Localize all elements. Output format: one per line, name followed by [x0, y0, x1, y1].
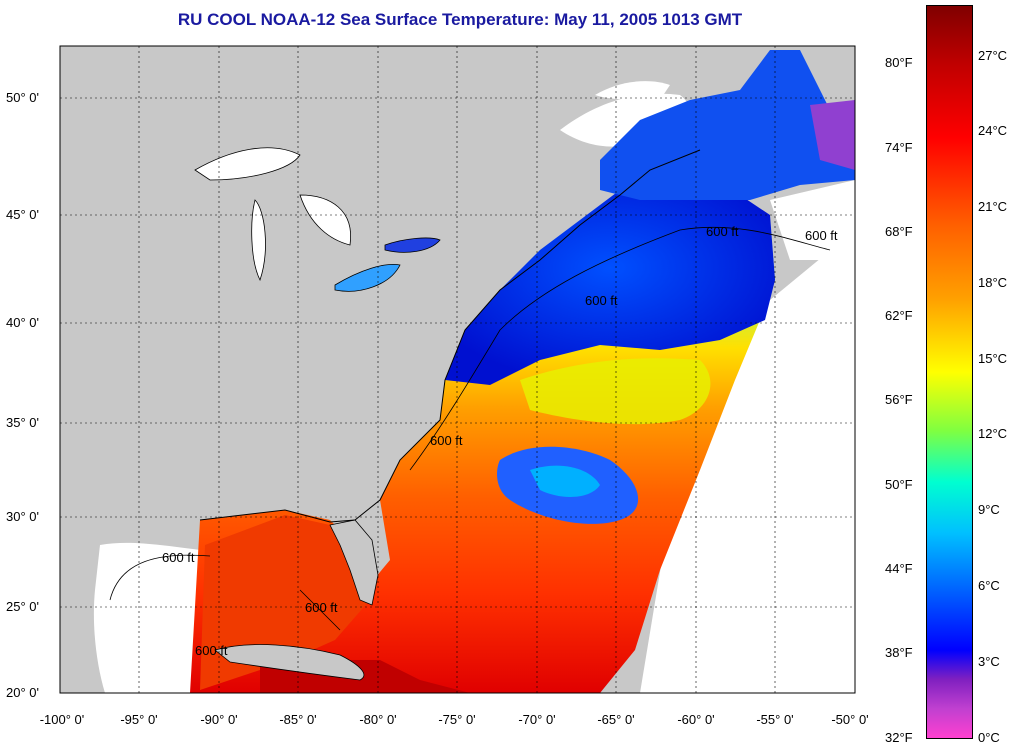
- lake-superior: [194, 147, 301, 181]
- map-frame: [59, 45, 856, 694]
- cuba: [214, 644, 365, 681]
- coastline: [199, 149, 701, 523]
- contour-gulf: [109, 554, 211, 601]
- lon-label: -70° 0': [518, 712, 556, 727]
- map-title: RU COOL NOAA-12 Sea Surface Temperature:…: [177, 10, 743, 29]
- contour-label: 600 ft: [706, 224, 739, 239]
- lon-label: -90° 0': [200, 712, 238, 727]
- contour-label: 600 ft: [430, 433, 463, 448]
- lake-ontario: [384, 237, 441, 253]
- lake-michigan: [251, 199, 266, 282]
- lon-label: -95° 0': [120, 712, 158, 727]
- contour-label: 600 ft: [162, 550, 195, 565]
- lon-label: -65° 0': [597, 712, 635, 727]
- contour-label: 600 ft: [585, 293, 618, 308]
- colorbar-f-label: 50°F: [885, 477, 913, 492]
- atlantic-no-data-2: [770, 180, 855, 260]
- colorbar-c-label: 24°C: [978, 123, 1008, 138]
- colorbar-f-label: 32°F: [885, 730, 913, 745]
- contour-label: 600 ft: [805, 228, 838, 243]
- florida: [329, 519, 379, 606]
- colorbar-f-label: 74°F: [885, 140, 913, 155]
- cold-water-newfoundland: [600, 50, 855, 200]
- lat-label: 30° 0': [6, 509, 39, 524]
- colorbar-f-label: 68°F: [885, 224, 913, 239]
- lon-label: -80° 0': [359, 712, 397, 727]
- contour-label: 600 ft: [305, 600, 338, 615]
- colorbar-c-label: 21°C: [978, 199, 1008, 214]
- colorbar-c-label: 27°C: [978, 48, 1008, 63]
- atlantic-no-data: [640, 230, 855, 693]
- colorbar-f-label: 44°F: [885, 561, 913, 576]
- colorbar-c-label: 12°C: [978, 426, 1008, 441]
- st-lawrence-no-data-2: [595, 81, 670, 100]
- colorbar-c-label: 3°C: [978, 654, 1000, 669]
- lon-label: -100° 0': [39, 712, 85, 727]
- colorbar-c-label: 18°C: [978, 275, 1008, 290]
- lat-label: 35° 0': [6, 415, 39, 430]
- lake-erie: [334, 264, 401, 292]
- colorbar-f-label: 56°F: [885, 392, 913, 407]
- mid-band: [520, 358, 711, 425]
- lon-label: -60° 0': [677, 712, 715, 727]
- colorbar-f-label: 62°F: [885, 308, 913, 323]
- colorbar-c-label: 15°C: [978, 351, 1008, 366]
- temperature-colorbar: [926, 5, 973, 739]
- lat-label: 20° 0': [6, 685, 39, 700]
- contour-florida: [299, 589, 341, 631]
- lat-label: 50° 0': [6, 90, 39, 105]
- very-cold-water: [810, 100, 855, 170]
- contour-atlantic: [409, 226, 831, 471]
- cold-water-north: [445, 190, 775, 385]
- lon-label: -75° 0': [438, 712, 476, 727]
- lon-label: -85° 0': [279, 712, 317, 727]
- lon-label: -50° 0': [831, 712, 869, 727]
- lat-label: 40° 0': [6, 315, 39, 330]
- colorbar-c-label: 9°C: [978, 502, 1000, 517]
- lake-huron: [299, 194, 352, 246]
- colorbar-c-label: 0°C: [978, 730, 1000, 745]
- lat-label: 25° 0': [6, 599, 39, 614]
- lat-label: 45° 0': [6, 207, 39, 222]
- cold-eddy-core: [530, 465, 600, 497]
- contour-label: 600 ft: [195, 643, 228, 658]
- lon-label: -55° 0': [756, 712, 794, 727]
- colorbar-c-label: 6°C: [978, 578, 1000, 593]
- gulf-no-data: [93, 542, 210, 693]
- colorbar-f-label: 38°F: [885, 645, 913, 660]
- colorbar-f-label: 80°F: [885, 55, 913, 70]
